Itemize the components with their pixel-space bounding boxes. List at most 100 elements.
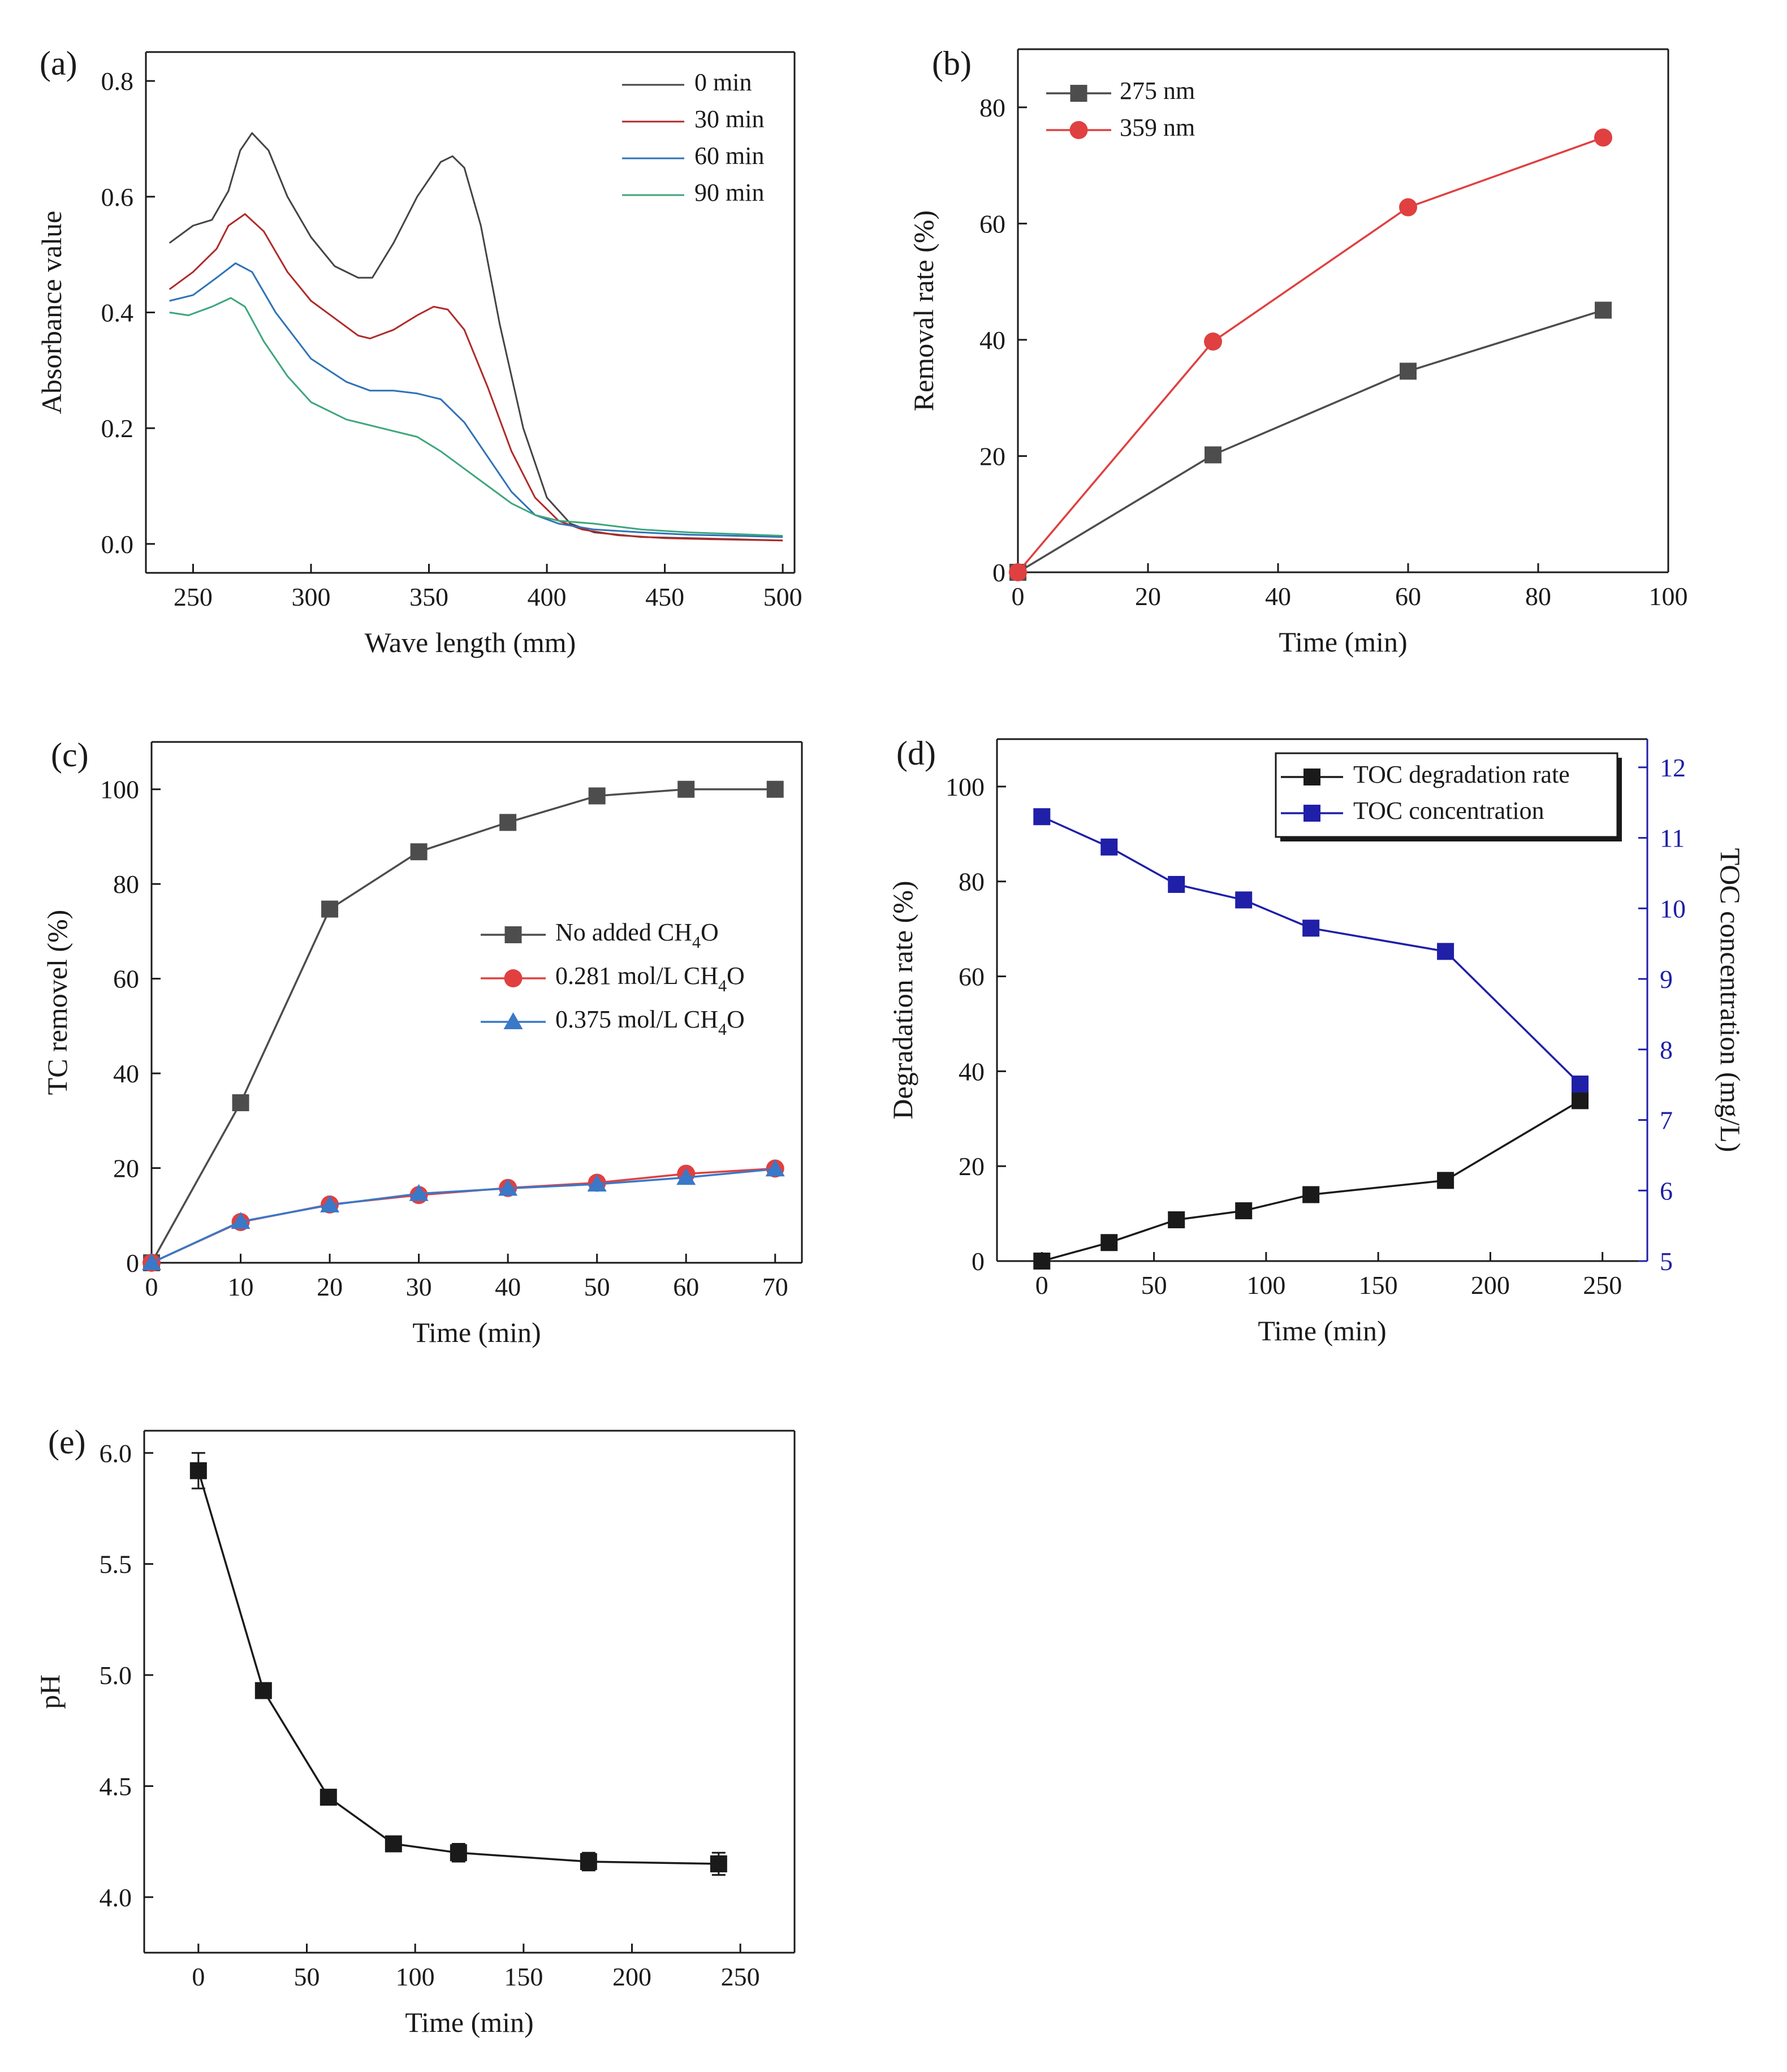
data-point bbox=[1572, 1075, 1589, 1093]
y-tick-label: 5.5 bbox=[100, 1550, 132, 1579]
y-tick-label: 5.0 bbox=[100, 1661, 132, 1690]
x-tick-label: 150 bbox=[1359, 1271, 1398, 1300]
legend-marker bbox=[1069, 121, 1088, 139]
data-point bbox=[1033, 808, 1051, 826]
series-line bbox=[1041, 815, 1581, 1085]
legend-marker bbox=[504, 926, 522, 943]
data-point bbox=[1205, 446, 1221, 464]
legend-label: No added CH4O bbox=[555, 918, 719, 952]
legend-item: TOC degradation rate bbox=[1281, 761, 1570, 788]
y-right-tick-label: 5 bbox=[1660, 1247, 1673, 1276]
x-tick-label: 450 bbox=[645, 582, 684, 611]
y-tick-label: 0 bbox=[992, 558, 1005, 587]
y-axis-title: Removal rate (%) bbox=[908, 210, 939, 411]
x-tick-label: 200 bbox=[612, 1962, 651, 1991]
x-tick-label: 20 bbox=[317, 1272, 343, 1301]
data-point bbox=[1009, 563, 1027, 581]
legend-label: TOC concentration bbox=[1353, 797, 1544, 825]
x-tick-label: 100 bbox=[1246, 1271, 1285, 1300]
x-tick-label: 70 bbox=[762, 1272, 788, 1301]
y-tick-label: 60 bbox=[979, 209, 1005, 238]
data-point bbox=[1033, 1253, 1051, 1270]
legend-label: 0.375 mol/L CH4O bbox=[555, 1005, 745, 1039]
series-line bbox=[197, 1470, 719, 1865]
legend-label: 0.281 mol/L CH4O bbox=[555, 962, 745, 995]
legend-label: 60 min bbox=[694, 142, 764, 170]
x-tick-label: 250 bbox=[174, 582, 213, 611]
panel-c: 0 10 20 30 40 50 60 70 0 20 40 60 80 100 Time (min) TC … bbox=[41, 736, 803, 1348]
y-axis-title: Absorbance value bbox=[36, 211, 67, 415]
panel-d: 0 50 100 150 200 250 0 20 40 60 80 100 5 6 7 8 9 10 11 12 Ti… bbox=[887, 735, 1746, 1346]
legend: TOC degradation rate TOC concentration bbox=[1275, 752, 1622, 841]
data-point bbox=[410, 843, 428, 861]
x-tick-label: 60 bbox=[673, 1272, 699, 1301]
data-point bbox=[450, 1844, 467, 1862]
panel-label: (d) bbox=[896, 735, 936, 772]
y-right-tick-label: 11 bbox=[1660, 824, 1685, 853]
data-point bbox=[765, 1159, 785, 1177]
legend-item: 0.281 mol/L CH4O bbox=[481, 962, 745, 995]
legend-item: 60 min bbox=[622, 142, 764, 170]
x-tick-label: 50 bbox=[1141, 1271, 1167, 1300]
panel-b: 0 20 40 60 80 100 0 20 40 60 80 Time (min) Removal r… bbox=[908, 45, 1688, 658]
data-point bbox=[499, 814, 517, 831]
y-tick-label: 0.4 bbox=[101, 299, 134, 327]
data-point bbox=[1437, 943, 1454, 960]
data-point bbox=[1572, 1092, 1589, 1110]
x-axis-title: Time (min) bbox=[412, 1316, 541, 1348]
legend-label: 90 min bbox=[694, 179, 764, 206]
data-point bbox=[1302, 1186, 1320, 1203]
legend-item: 0.375 mol/L CH4O bbox=[481, 1005, 745, 1039]
data-point bbox=[232, 1094, 249, 1112]
data-point bbox=[1437, 1172, 1454, 1189]
data-point bbox=[676, 1168, 696, 1185]
x-tick-label: 80 bbox=[1525, 582, 1551, 611]
y-tick-label: 80 bbox=[959, 867, 985, 896]
series-275-nm bbox=[1009, 301, 1612, 581]
data-point bbox=[1235, 1202, 1253, 1220]
y-tick-label: 20 bbox=[959, 1152, 985, 1181]
series-line bbox=[1017, 136, 1604, 573]
x-tick-label: 0 bbox=[192, 1962, 205, 1991]
legend: 0 min 30 min 60 min 90 min bbox=[622, 68, 764, 206]
legend-label: 0 min bbox=[694, 68, 752, 96]
x-tick-label: 300 bbox=[291, 582, 330, 611]
y-right-tick-label: 12 bbox=[1660, 753, 1686, 782]
legend-box bbox=[1275, 752, 1618, 838]
y-tick-label: 60 bbox=[959, 962, 985, 991]
x-tick-label: 250 bbox=[721, 1962, 760, 1991]
x-tick-label: 200 bbox=[1471, 1271, 1510, 1300]
x-tick-label: 40 bbox=[1265, 582, 1291, 611]
data-point bbox=[580, 1853, 597, 1870]
y-right-axis-title: TOC concentration (mg/L) bbox=[1715, 848, 1746, 1152]
x-tick-label: 50 bbox=[584, 1272, 610, 1301]
series-line bbox=[169, 213, 783, 542]
panel-label: (b) bbox=[932, 45, 972, 82]
y-tick-label: 40 bbox=[979, 326, 1005, 355]
data-point bbox=[385, 1835, 402, 1853]
data-point bbox=[1168, 1211, 1185, 1228]
y-axis-title: pH bbox=[34, 1674, 66, 1709]
x-axis-title: Time (min) bbox=[405, 2006, 533, 2038]
data-point bbox=[587, 1175, 607, 1192]
legend-marker bbox=[1303, 805, 1320, 822]
x-tick-label: 500 bbox=[763, 582, 802, 611]
series-0-375-mol-l-ch4o bbox=[142, 1159, 785, 1270]
data-point bbox=[1595, 301, 1612, 319]
y-axis-title: TC removel (%) bbox=[41, 910, 73, 1095]
y-axis-title: Degradation rate (%) bbox=[887, 881, 918, 1120]
legend: No added CH4O 0.281 mol/L CH4O 0.375 mol/L… bbox=[481, 918, 745, 1039]
x-tick-label: 100 bbox=[1649, 582, 1688, 611]
data-point bbox=[254, 1682, 272, 1699]
x-tick-label: 100 bbox=[396, 1962, 435, 1991]
data-point bbox=[409, 1184, 429, 1201]
y-tick-label: 20 bbox=[113, 1154, 139, 1183]
series-toc-concentration bbox=[1033, 808, 1589, 1093]
x-tick-label: 20 bbox=[1135, 582, 1161, 611]
x-tick-label: 350 bbox=[409, 582, 448, 611]
y-right-tick-label: 10 bbox=[1660, 894, 1686, 923]
y-tick-label: 0.0 bbox=[101, 530, 134, 559]
legend-label: 359 nm bbox=[1120, 114, 1195, 141]
y-tick-label: 80 bbox=[979, 93, 1005, 122]
